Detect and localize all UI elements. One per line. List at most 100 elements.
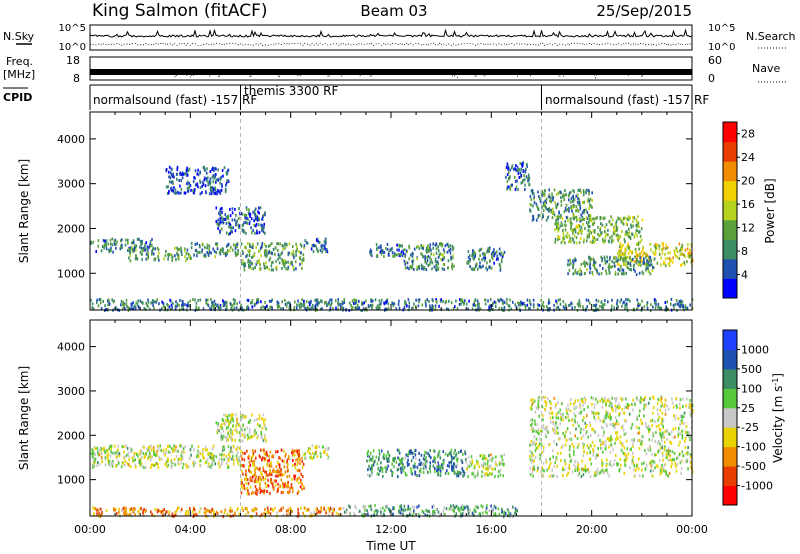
x-tick-label: 16:00 [475, 523, 507, 536]
scatter-region-8 [403, 242, 455, 272]
power-colorbar-tick: 16 [741, 198, 755, 211]
velocity-colorbar-swatch [723, 485, 737, 506]
scatter-region-11 [529, 188, 594, 223]
velocity-colorbar-swatch [723, 407, 737, 428]
power-cpid-dividers [240, 112, 542, 310]
velocity-colorbar-tick: -100 [741, 441, 766, 454]
cpid-segment-themis: themis 3300 RF [244, 84, 338, 98]
y-tick-label: 4000 [57, 133, 85, 146]
cpid-strip [89, 84, 693, 110]
freq-unit: [MHz] [3, 68, 35, 81]
nave-tick-top: 60 [708, 54, 722, 67]
x-tick-label: 12:00 [375, 523, 407, 536]
scatter-region-6 [165, 165, 230, 196]
freq-tick-bottom: 8 [73, 72, 80, 85]
y-tick-label: 2000 [57, 429, 85, 442]
x-tick-label: 00:00 [676, 523, 708, 536]
scatter-region-5 [466, 453, 506, 479]
power-colorbar-tick: 12 [741, 222, 755, 235]
nsky-tick-bottom: 10^0 [59, 42, 86, 53]
cpid-segment-normalsound-2: normalsound (fast) -157 RF [545, 93, 709, 107]
date-title: 25/Sep/2015 [596, 2, 692, 20]
velocity-colorbar-tick: -25 [741, 421, 759, 434]
power-y-axis: 1000 2000 3000 4000 [57, 133, 692, 280]
station-title: King Salmon (fitACF) [92, 1, 268, 21]
power-colorbar-swatch [723, 239, 737, 260]
nsky-label: N.Sky [3, 30, 35, 43]
scatter-region-10 [505, 161, 531, 192]
power-scatter [90, 161, 694, 313]
nsky-strip [89, 24, 693, 51]
y-tick-label: 3000 [57, 178, 85, 191]
scatter-region-1 [127, 246, 192, 263]
nsearch-label: N.Search [746, 30, 796, 43]
velocity-colorbar-tick: 100 [741, 382, 762, 395]
scatter-region-2 [190, 241, 242, 259]
scatter-region-2 [215, 413, 268, 443]
nsearch-tick-bottom: 10^0 [708, 42, 735, 53]
freq-label: Freq. [6, 55, 33, 68]
velocity-colorbar-swatch [723, 368, 737, 389]
velocity-x-axis [89, 320, 693, 516]
scatter-region-3 [303, 444, 330, 461]
power-colorbar-swatch [723, 180, 737, 201]
nave-tick-bottom: 0 [708, 72, 715, 85]
velocity-scatter [90, 395, 694, 519]
power-colorbar-tick: 24 [741, 151, 755, 164]
power-colorbar-swatch [723, 219, 737, 240]
velocity-colorbar-swatch [723, 388, 737, 409]
velocity-colorbar-tick: 25 [741, 402, 755, 415]
velocity-colorbar-tick: -1000 [741, 480, 773, 493]
scatter-region-7 [369, 242, 405, 258]
y-tick-label: 3000 [57, 385, 85, 398]
power-colorbar-swatch [723, 141, 737, 162]
velocity-colorbar-swatch [723, 466, 737, 487]
velocity-y-axis: 1000 2000 3000 4000 [57, 341, 692, 487]
power-colorbar-label: Power [dB] [763, 178, 777, 243]
velocity-colorbar-tick: -500 [741, 460, 766, 473]
freq-tick-top: 18 [66, 54, 80, 67]
scatter-region-4 [240, 242, 305, 272]
velocity-colorbar-swatch [723, 349, 737, 370]
power-colorbar-tick: 4 [741, 269, 748, 282]
power-colorbar-swatch [723, 258, 737, 279]
power-x-axis [89, 112, 693, 310]
beam-title: Beam 03 [360, 2, 427, 20]
y-tick-label: 4000 [57, 341, 85, 354]
power-colorbar-swatch [723, 200, 737, 221]
scatter-region-9 [466, 246, 506, 272]
velocity-colorbar-label: Velocity [m s-1] [771, 373, 786, 463]
scatter-region-7 [342, 504, 518, 519]
scatter-region-1 [240, 448, 305, 496]
velocity-colorbar-tick: 1000 [741, 343, 769, 356]
velocity-colorbar-tick: 500 [741, 363, 762, 376]
x-tick-label: 00:00 [74, 523, 106, 536]
cpid-segment-normalsound-1: normalsound (fast) -157 RF [93, 93, 257, 107]
velocity-colorbar: 1000 500 100 25 -25 -100 -500 -1000 [722, 329, 773, 506]
velocity-colorbar-swatch [723, 330, 737, 350]
power-panel: 1000 2000 3000 4000 [57, 111, 694, 313]
nave-label: Nave [752, 62, 780, 75]
power-colorbar-swatch [723, 122, 737, 143]
velocity-ylabel: Slant Range [km] [17, 366, 31, 470]
x-tick-label: 20:00 [576, 523, 608, 536]
power-colorbar-tick: 28 [741, 128, 755, 141]
x-axis-title: Time UT [365, 539, 416, 553]
scatter-region-4 [366, 448, 467, 479]
power-colorbar-swatch [723, 161, 737, 182]
power-colorbar-tick: 8 [741, 245, 748, 258]
nsearch-tick-top: 10^5 [708, 23, 735, 34]
x-tick-label: 04:00 [174, 523, 206, 536]
scatter-region-6 [529, 395, 694, 479]
power-ylabel: Slant Range [km] [17, 159, 31, 263]
velocity-panel: 1000 2000 3000 4000 [57, 319, 694, 519]
power-colorbar-swatch [723, 278, 737, 299]
y-tick-label: 1000 [57, 267, 85, 280]
y-tick-label: 1000 [57, 474, 85, 487]
nsky-tick-top: 10^5 [59, 23, 86, 34]
power-colorbar-tick: 20 [741, 175, 755, 188]
velocity-cpid-dividers [240, 320, 542, 516]
x-tick-labels: 00:00 04:00 08:00 12:00 16:00 20:00 00:00 [74, 523, 708, 536]
scatter-region-5 [303, 237, 329, 254]
